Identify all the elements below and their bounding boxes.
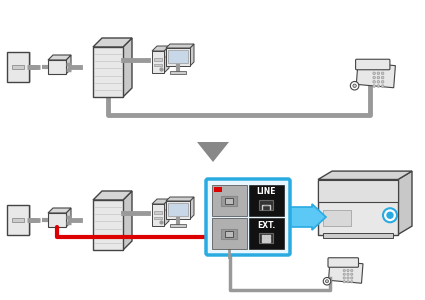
Circle shape	[377, 85, 380, 87]
FancyBboxPatch shape	[214, 187, 222, 192]
FancyBboxPatch shape	[328, 258, 359, 267]
Polygon shape	[197, 142, 229, 162]
Circle shape	[343, 269, 346, 272]
Circle shape	[373, 72, 375, 75]
Polygon shape	[318, 171, 412, 179]
Polygon shape	[93, 191, 132, 200]
FancyBboxPatch shape	[323, 210, 351, 226]
FancyBboxPatch shape	[260, 233, 274, 243]
FancyBboxPatch shape	[168, 50, 188, 63]
Circle shape	[343, 280, 346, 283]
FancyBboxPatch shape	[206, 179, 290, 255]
Circle shape	[351, 280, 353, 283]
Circle shape	[381, 76, 384, 79]
FancyBboxPatch shape	[48, 213, 66, 227]
FancyArrow shape	[288, 204, 326, 230]
Polygon shape	[9, 52, 31, 82]
FancyBboxPatch shape	[249, 218, 284, 249]
Circle shape	[381, 80, 384, 83]
Polygon shape	[9, 205, 31, 235]
FancyBboxPatch shape	[48, 60, 66, 74]
FancyBboxPatch shape	[226, 230, 233, 236]
Polygon shape	[164, 46, 169, 73]
Polygon shape	[398, 171, 412, 235]
Circle shape	[347, 280, 349, 283]
Polygon shape	[48, 55, 71, 60]
Polygon shape	[66, 55, 71, 74]
FancyBboxPatch shape	[154, 64, 162, 66]
FancyBboxPatch shape	[168, 203, 188, 216]
Polygon shape	[164, 199, 169, 226]
FancyBboxPatch shape	[154, 217, 162, 219]
Polygon shape	[166, 44, 194, 48]
Circle shape	[373, 80, 375, 83]
FancyBboxPatch shape	[152, 204, 164, 226]
FancyBboxPatch shape	[93, 47, 123, 97]
Polygon shape	[166, 197, 194, 201]
FancyBboxPatch shape	[12, 218, 24, 222]
Polygon shape	[48, 208, 71, 213]
Circle shape	[381, 72, 384, 75]
Circle shape	[351, 269, 353, 272]
Polygon shape	[190, 197, 194, 219]
Polygon shape	[66, 208, 71, 227]
Circle shape	[373, 76, 375, 79]
FancyBboxPatch shape	[154, 211, 162, 214]
FancyBboxPatch shape	[318, 179, 398, 235]
Circle shape	[377, 76, 380, 79]
Circle shape	[381, 85, 384, 87]
Circle shape	[347, 273, 349, 275]
FancyBboxPatch shape	[7, 205, 29, 235]
Polygon shape	[190, 44, 194, 66]
Circle shape	[347, 269, 349, 272]
Circle shape	[353, 84, 356, 87]
FancyBboxPatch shape	[170, 71, 186, 74]
FancyBboxPatch shape	[166, 48, 190, 66]
FancyBboxPatch shape	[356, 59, 390, 70]
Circle shape	[387, 212, 393, 218]
FancyBboxPatch shape	[154, 58, 162, 61]
FancyBboxPatch shape	[12, 65, 24, 69]
Polygon shape	[152, 46, 169, 51]
FancyBboxPatch shape	[221, 196, 238, 206]
Circle shape	[350, 82, 359, 90]
Circle shape	[326, 280, 329, 283]
FancyBboxPatch shape	[93, 200, 123, 250]
Circle shape	[343, 277, 346, 279]
Text: EXT.: EXT.	[258, 220, 276, 230]
Circle shape	[347, 277, 349, 279]
FancyBboxPatch shape	[226, 197, 233, 203]
FancyBboxPatch shape	[7, 52, 29, 82]
Circle shape	[351, 277, 353, 279]
Circle shape	[377, 72, 380, 75]
FancyBboxPatch shape	[152, 51, 164, 73]
FancyBboxPatch shape	[221, 229, 238, 238]
Circle shape	[323, 278, 331, 285]
FancyBboxPatch shape	[170, 224, 186, 226]
Polygon shape	[123, 191, 132, 250]
Text: LINE: LINE	[257, 188, 276, 196]
Polygon shape	[152, 199, 169, 204]
Polygon shape	[123, 38, 132, 97]
FancyBboxPatch shape	[166, 201, 190, 219]
Circle shape	[377, 80, 380, 83]
FancyBboxPatch shape	[323, 232, 393, 238]
FancyBboxPatch shape	[249, 185, 284, 216]
Circle shape	[343, 273, 346, 275]
FancyBboxPatch shape	[212, 185, 247, 216]
FancyBboxPatch shape	[212, 218, 247, 249]
FancyBboxPatch shape	[318, 179, 398, 202]
Polygon shape	[329, 261, 363, 283]
Circle shape	[383, 208, 397, 222]
Polygon shape	[93, 38, 132, 47]
FancyBboxPatch shape	[260, 200, 274, 210]
Circle shape	[351, 273, 353, 275]
Polygon shape	[356, 62, 395, 88]
Circle shape	[373, 85, 375, 87]
